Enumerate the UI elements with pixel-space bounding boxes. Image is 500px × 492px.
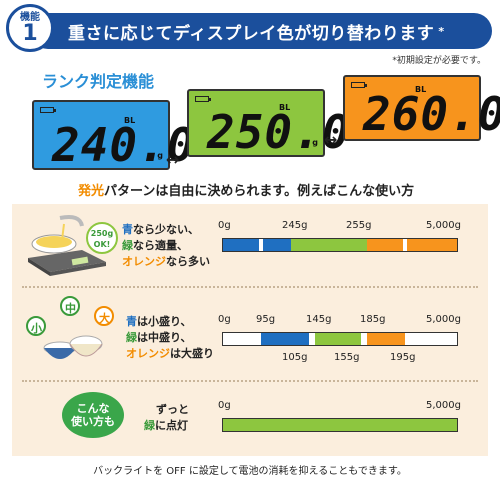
bar-segment-off bbox=[223, 333, 261, 345]
tick-label: 255g bbox=[346, 220, 372, 231]
example1-description: 青なら少ない、 緑なら適量、 オレンジなら多い bbox=[122, 222, 210, 270]
bar-segment-blue bbox=[263, 239, 291, 251]
desc-color: 青 bbox=[122, 223, 133, 236]
desc-color: 青 bbox=[126, 315, 137, 328]
lcd-value: 260.0 bbox=[363, 87, 500, 141]
footer-note: バックライトを OFF に設定して電池の消耗を抑えることもできます。 bbox=[93, 466, 407, 477]
desc-text: は小盛り、 bbox=[137, 315, 192, 328]
size-medium-label: 中 bbox=[65, 302, 76, 315]
desc-color: オレンジ bbox=[126, 347, 170, 360]
lcd-display-blue: BL 240.0 g bbox=[32, 100, 194, 172]
lcd-value: 250.0 bbox=[207, 105, 351, 159]
range-bar bbox=[222, 238, 458, 252]
battery-icon bbox=[351, 82, 367, 88]
size-large-label: 大 bbox=[99, 312, 110, 325]
example2-description: 青は小盛り、 緑は中盛り、 オレンジは大盛り bbox=[126, 314, 214, 362]
bar-segment-blue bbox=[261, 333, 309, 345]
desc-text: なら多い bbox=[166, 255, 210, 268]
tick-label: 185g bbox=[360, 314, 386, 325]
range-bar bbox=[222, 332, 458, 346]
desc-text: なら適量、 bbox=[133, 239, 188, 252]
desc-text: なら少ない、 bbox=[133, 223, 199, 236]
tick-label: 0g bbox=[218, 220, 231, 231]
battery-icon bbox=[195, 96, 211, 102]
bar-segment-orange bbox=[367, 333, 405, 345]
lcd-value: 240.0 bbox=[52, 118, 196, 172]
double-arrow-icon: ↔ bbox=[166, 150, 180, 169]
lcd-unit: g bbox=[312, 138, 318, 147]
bar-segment-blue bbox=[223, 239, 259, 251]
desc-color: オレンジ bbox=[122, 255, 166, 268]
desc-color: 緑 bbox=[144, 419, 155, 432]
pattern-title: 発光パターンは自由に決められます。例えばこんな使い方 bbox=[78, 180, 414, 199]
tick-label: 105g bbox=[282, 352, 308, 363]
desc-text: に点灯 bbox=[155, 419, 188, 432]
feature-badge: 機能 1 bbox=[6, 4, 54, 52]
this-usage-too-bubble: こんな 使い方も bbox=[62, 392, 124, 438]
backlight-label: BL bbox=[124, 116, 136, 125]
size-small-label: 小 bbox=[31, 322, 42, 335]
divider bbox=[22, 380, 478, 382]
desc-line: ずっと bbox=[156, 403, 189, 416]
pattern-highlight: 発光 bbox=[78, 184, 105, 199]
pattern-text: パターンは自由に決められます。例えばこんな使い方 bbox=[104, 184, 415, 199]
tick-label: 155g bbox=[334, 352, 360, 363]
tick-label: 5,000g bbox=[426, 400, 461, 411]
tick-label: 95g bbox=[256, 314, 276, 325]
feature-badge-label: 機能 bbox=[20, 11, 40, 23]
bar-break bbox=[403, 239, 407, 251]
bar-segment-green bbox=[291, 239, 367, 251]
desc-text: は中盛り、 bbox=[137, 331, 192, 344]
ok-bubble-ok: OK! bbox=[93, 240, 111, 249]
bar-segment-green bbox=[315, 333, 361, 345]
header-asterisk: * bbox=[438, 24, 445, 38]
feature-badge-number: 1 bbox=[22, 20, 38, 46]
kitchen-scale-illustration bbox=[28, 215, 106, 276]
tick-label: 145g bbox=[306, 314, 332, 325]
rice-bowls-illustration bbox=[26, 296, 114, 359]
bar-segment-off bbox=[405, 333, 457, 345]
lcd-display-green: BL 250.0 g bbox=[187, 89, 349, 159]
tick-label: 0g bbox=[218, 400, 231, 411]
bubble-line: 使い方も bbox=[71, 415, 115, 428]
tick-label: 5,000g bbox=[426, 220, 461, 231]
tick-label: 245g bbox=[282, 220, 308, 231]
desc-color: 緑 bbox=[122, 239, 133, 252]
bar-segment-off bbox=[361, 333, 367, 345]
backlight-label: BL bbox=[415, 85, 427, 94]
battery-icon bbox=[40, 107, 56, 113]
range-bar-green-full bbox=[222, 418, 458, 432]
lcd-unit: g bbox=[157, 151, 163, 160]
lcd-display-orange: BL 260.0 bbox=[343, 75, 500, 141]
header-title: 重さに応じてディスプレイ色が切り替わります bbox=[68, 23, 435, 44]
bar-segment-orange bbox=[367, 239, 403, 251]
rank-title: ランク判定機能 bbox=[42, 72, 155, 91]
example3-description: ずっと 緑に点灯 bbox=[144, 402, 189, 434]
ok-bubble-weight: 250g bbox=[90, 229, 114, 238]
backlight-label: BL bbox=[279, 103, 291, 112]
divider bbox=[22, 286, 478, 288]
double-arrow-icon: ↔ bbox=[324, 130, 338, 149]
tick-label: 195g bbox=[390, 352, 416, 363]
ok-bubble: 250g OK! bbox=[86, 222, 118, 254]
tick-label: 5,000g bbox=[426, 314, 461, 325]
bubble-line: こんな bbox=[76, 402, 110, 415]
setup-note: *初期設定が必要です。 bbox=[392, 56, 486, 66]
bar-segment-off bbox=[309, 333, 315, 345]
tick-label: 0g bbox=[218, 314, 231, 325]
bar-break bbox=[259, 239, 263, 251]
bar-segment-orange bbox=[407, 239, 457, 251]
header-title-bar: 重さに応じてディスプレイ色が切り替わります * bbox=[30, 13, 492, 49]
desc-color: 緑 bbox=[126, 331, 137, 344]
desc-text: は大盛り bbox=[170, 347, 214, 360]
